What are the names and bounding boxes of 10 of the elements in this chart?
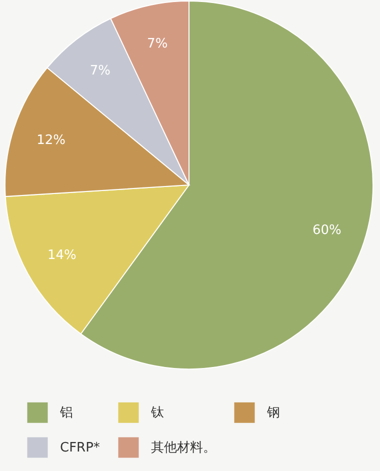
data-label: 12% (36, 133, 66, 148)
legend-label: 铝 (59, 406, 73, 421)
data-label: 7% (90, 63, 110, 78)
legend-label: 其他材料。 (151, 440, 216, 456)
legend-label: 钛 (150, 406, 164, 421)
data-label: 7% (147, 36, 168, 52)
legend-label: 钢 (266, 406, 280, 421)
data-label: 60% (312, 222, 342, 238)
data-label: 14% (47, 248, 76, 263)
legend-label: CFRP* (60, 440, 100, 456)
